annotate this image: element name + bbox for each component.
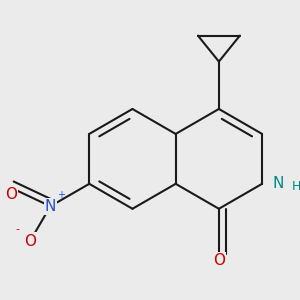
Text: H: H <box>292 180 300 193</box>
Text: O: O <box>24 233 36 248</box>
Text: O: O <box>213 253 225 268</box>
Text: +: + <box>57 190 65 200</box>
Text: N: N <box>45 199 56 214</box>
Text: -: - <box>16 224 20 234</box>
Text: O: O <box>5 187 17 202</box>
Text: N: N <box>273 176 284 191</box>
